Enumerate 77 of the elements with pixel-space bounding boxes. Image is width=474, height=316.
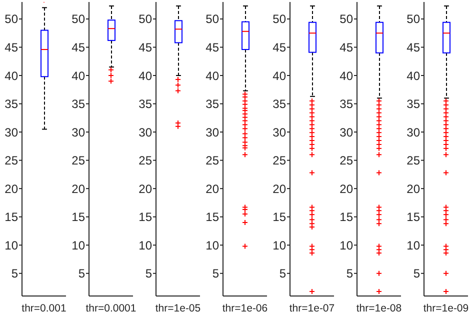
y-tick-label: 50 [4,12,18,26]
y-tick-label: 30 [406,125,420,140]
y-tick-label: 20 [272,182,286,196]
y-tick-label: 25 [406,154,420,168]
y-tick-label: 50 [138,12,152,26]
y-tick-label: 15 [138,210,152,224]
y-tick-label: 25 [138,154,152,168]
y-tick-label: 15 [340,210,354,224]
y-tick-label: 20 [72,182,86,196]
x-tick-label: thr=1e-08 [356,302,402,314]
y-tick-label: 5 [346,266,354,281]
y-tick-label: 5 [11,266,18,281]
y-tick-label: 40 [4,68,18,83]
x-tick-label: thr=0.001 [22,302,66,314]
y-tick-label: 10 [272,238,286,252]
y-tick-label: 5 [413,266,420,281]
y-tick-label: 50 [206,12,220,26]
y-tick-label: 30 [206,125,220,140]
y-tick-label: 25 [340,154,354,168]
x-tick-label: thr=1e-07 [289,302,335,314]
y-tick-label: 10 [206,238,220,252]
y-tick-label: 35 [406,97,420,112]
y-tick-label: 45 [72,40,86,54]
y-tick-label: 25 [206,154,220,168]
y-tick-label: 40 [72,68,86,83]
y-tick-label: 5 [78,266,86,281]
y-tick-label: 10 [340,238,354,252]
y-tick-label: 30 [138,125,152,140]
y-tick-label: 25 [4,154,18,168]
y-tick-label: 20 [406,182,420,196]
y-tick-label: 40 [138,68,152,83]
y-tick-label: 30 [4,125,18,140]
y-tick-label: 25 [272,154,286,168]
y-tick-label: 20 [4,182,18,196]
y-tick-label: 40 [340,68,354,83]
y-tick-label: 45 [4,40,18,54]
y-tick-label: 45 [206,40,220,54]
y-tick-label: 40 [206,68,220,83]
y-tick-label: 5 [279,266,286,281]
y-tick-label: 20 [340,182,354,196]
y-tick-label: 15 [4,210,18,224]
y-tick-label: 35 [4,97,18,112]
y-tick-label: 30 [72,125,86,140]
y-tick-label: 5 [145,266,152,281]
y-tick-label: 15 [206,210,220,224]
y-tick-label: 15 [272,210,286,224]
y-tick-label: 35 [206,97,220,112]
x-tick-label: thr=1e-09 [423,302,469,314]
y-tick-label: 30 [272,125,286,140]
y-tick-label: 20 [206,182,220,196]
y-tick-label: 45 [272,40,286,54]
y-tick-label: 45 [406,40,420,54]
y-tick-label: 40 [272,68,286,83]
y-tick-label: 15 [72,210,86,224]
y-tick-label: 50 [272,12,286,26]
y-tick-label: 25 [72,154,86,168]
y-tick-label: 35 [138,97,152,112]
y-tick-label: 20 [138,182,152,196]
y-tick-label: 15 [406,210,420,224]
y-tick-label: 45 [138,40,152,54]
x-tick-label: thr=1e-05 [155,302,201,314]
y-tick-label: 50 [72,12,86,26]
x-tick-label: thr=1e-06 [222,302,268,314]
y-tick-label: 35 [72,97,86,112]
y-tick-label: 50 [406,12,420,26]
y-tick-label: 50 [340,12,354,26]
y-tick-label: 30 [340,125,354,140]
y-tick-label: 10 [138,238,152,252]
y-tick-label: 35 [340,97,354,112]
y-tick-label: 40 [406,68,420,83]
y-tick-label: 5 [212,266,220,281]
y-tick-label: 45 [340,40,354,54]
y-tick-label: 10 [4,238,18,252]
x-tick-label: thr=0.0001 [86,302,136,314]
y-tick-label: 10 [72,238,86,252]
y-tick-label: 10 [406,238,420,252]
y-tick-label: 35 [272,97,286,112]
